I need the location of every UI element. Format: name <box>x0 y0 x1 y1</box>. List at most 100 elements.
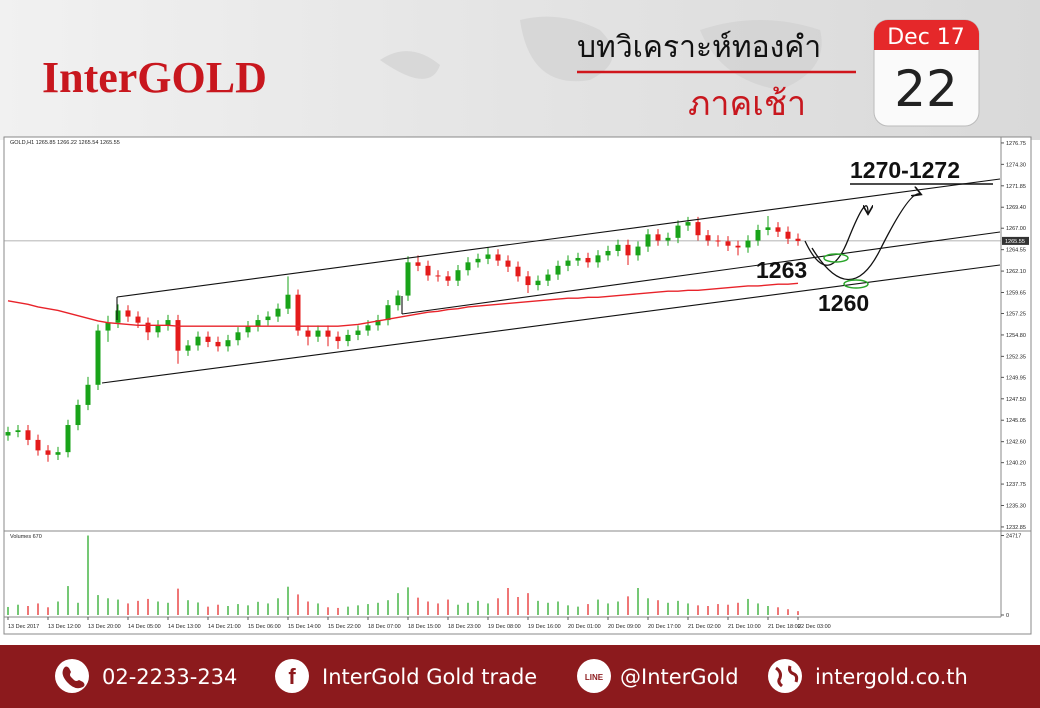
candle-body <box>265 316 271 321</box>
candle-body <box>775 227 781 232</box>
candle-body <box>175 320 181 351</box>
annotation: 1263 <box>756 257 807 283</box>
globe-glyph <box>775 665 799 688</box>
x-tick-label: 22 Dec 03:00 <box>798 624 831 630</box>
y-tick-label: 1271.85 <box>1006 184 1026 190</box>
candle-body <box>85 384 91 405</box>
candle-body <box>15 430 21 433</box>
candle-body <box>145 322 151 333</box>
footer <box>0 645 1040 708</box>
annotation: 1260 <box>818 290 869 316</box>
candle-body <box>765 227 771 230</box>
annotation: 1270-1272 <box>850 157 960 183</box>
x-tick-label: 14 Dec 21:00 <box>208 624 241 630</box>
candle-body <box>225 340 231 347</box>
x-tick-label: 14 Dec 05:00 <box>128 624 161 630</box>
y-tick-label: 1247.50 <box>1006 397 1026 403</box>
candle-body <box>525 276 531 286</box>
candle-body <box>695 222 701 236</box>
header-title: บทวิเคราะห์ทองคำ <box>577 30 821 65</box>
chart-window <box>3 136 1032 635</box>
candle-body <box>485 254 491 259</box>
candle-body <box>555 265 561 275</box>
candle-body <box>185 345 191 351</box>
candle-body <box>415 262 421 266</box>
candle-body <box>405 262 411 296</box>
candle-body <box>135 316 141 323</box>
x-tick-label: 15 Dec 06:00 <box>248 624 281 630</box>
x-tick-label: 20 Dec 01:00 <box>568 624 601 630</box>
candle-body <box>425 265 431 276</box>
candle-body <box>335 336 341 342</box>
candle-body <box>535 280 541 286</box>
volume-title: Volumes 670 <box>10 534 42 540</box>
candle-body <box>735 245 741 248</box>
x-tick-label: 18 Dec 15:00 <box>408 624 441 630</box>
candle-body <box>55 452 61 455</box>
footer-line: @InterGold <box>620 665 739 689</box>
candle-body <box>215 341 221 347</box>
candle-body <box>325 330 331 337</box>
candle-body <box>115 310 121 323</box>
candle-body <box>455 270 461 281</box>
phone-glyph <box>62 666 85 689</box>
candle-body <box>365 325 371 331</box>
x-tick-label: 13 Dec 12:00 <box>48 624 81 630</box>
candle-body <box>195 336 201 346</box>
last-price-box <box>1002 236 1029 245</box>
candle-body <box>205 336 211 342</box>
x-tick-label: 15 Dec 14:00 <box>288 624 321 630</box>
candle-body <box>385 305 391 321</box>
candle-body <box>305 330 311 337</box>
y-tick-label: 0 <box>1006 613 1009 619</box>
candle-body <box>25 430 31 440</box>
y-tick-label: 1267.00 <box>1006 226 1026 232</box>
candle-body <box>345 334 351 342</box>
moving-average <box>7 282 799 327</box>
phone-icon <box>55 659 89 693</box>
y-tick-label: 1269.40 <box>1006 205 1026 211</box>
header-subtitle: ภาคเช้า <box>688 84 806 124</box>
x-tick-label: 13 Dec 2017 <box>8 624 39 630</box>
candle-body <box>645 234 651 247</box>
x-tick-label: 14 Dec 13:00 <box>168 624 201 630</box>
candle-body <box>545 274 551 281</box>
candle-body <box>35 439 41 451</box>
y-tick-label: 1262.10 <box>1006 269 1026 275</box>
header-background <box>0 0 1040 140</box>
candle-body <box>165 320 171 326</box>
y-tick-label: 1232.85 <box>1006 525 1026 531</box>
candle-body <box>275 308 281 317</box>
x-tick-label: 19 Dec 16:00 <box>528 624 561 630</box>
x-tick-label: 21 Dec 18:00 <box>768 624 801 630</box>
candle-body <box>295 294 301 331</box>
y-tick-label: 1235.30 <box>1006 504 1026 510</box>
candle-body <box>725 241 731 246</box>
y-tick-label: 1257.25 <box>1006 312 1026 318</box>
candle-body <box>355 330 361 335</box>
candle-body <box>715 240 721 242</box>
candle-body <box>605 250 611 256</box>
candle-body <box>705 235 711 241</box>
facebook-icon <box>275 659 309 693</box>
x-tick-label: 19 Dec 08:00 <box>488 624 521 630</box>
arrow-upper <box>804 206 868 266</box>
candle-body <box>785 231 791 239</box>
y-tick-label: 1264.55 <box>1006 248 1026 254</box>
y-tick-label: 1274.30 <box>1006 162 1026 168</box>
candle-body <box>45 450 51 455</box>
candle-body <box>565 260 571 266</box>
candle-body <box>95 330 101 385</box>
candle-body <box>235 332 241 341</box>
calendar-top <box>874 20 979 50</box>
y-tick-label: 1252.35 <box>1006 354 1026 360</box>
x-tick-label: 20 Dec 09:00 <box>608 624 641 630</box>
line-glyph: LINE <box>585 673 604 682</box>
candle-body <box>375 320 381 326</box>
logo: InterGOLD <box>42 53 267 102</box>
calendar-day: 22 <box>894 60 958 118</box>
x-tick-label: 15 Dec 22:00 <box>328 624 361 630</box>
footer-facebook: InterGold Gold trade <box>322 665 537 689</box>
target-ellipse <box>843 279 869 289</box>
